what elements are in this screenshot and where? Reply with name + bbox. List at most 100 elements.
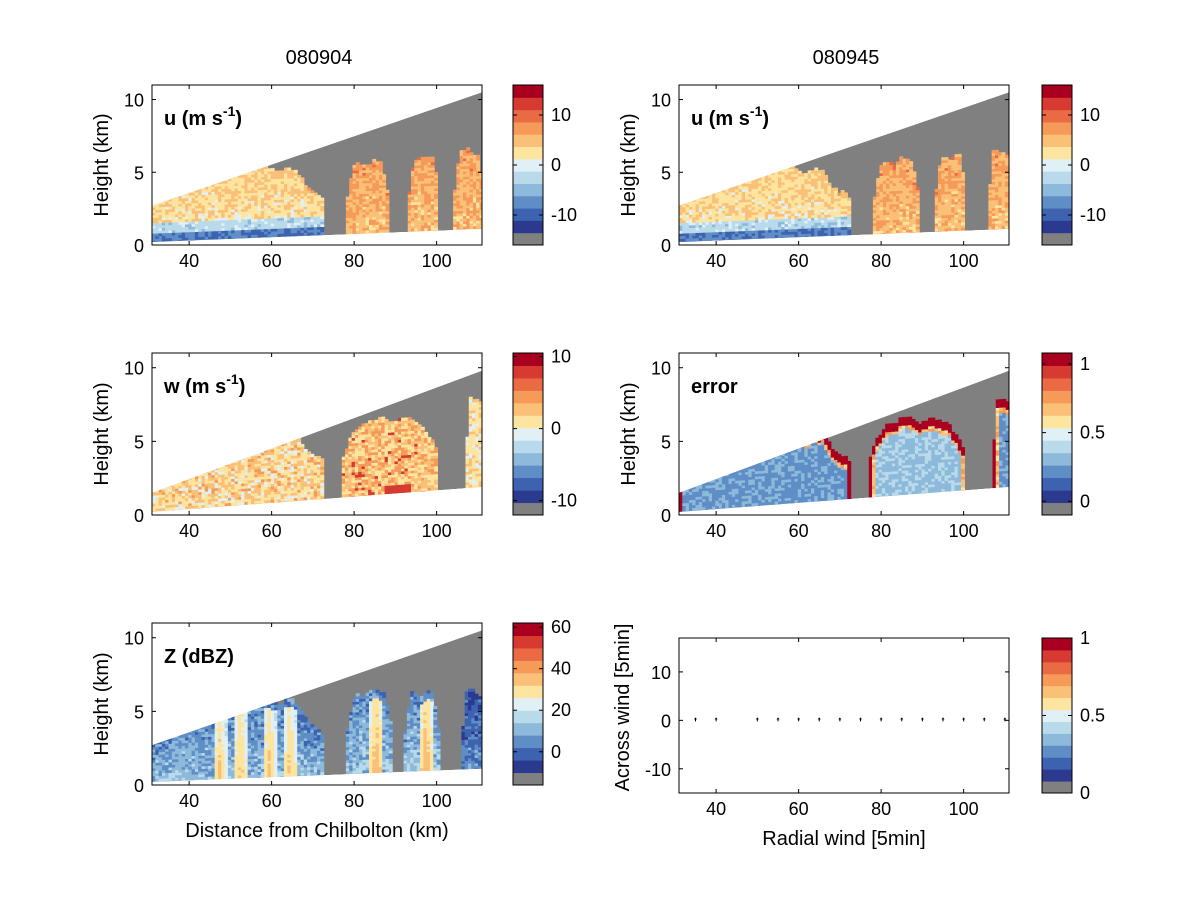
data-cell — [178, 482, 183, 486]
data-cell — [685, 198, 690, 202]
data-cell — [472, 175, 477, 179]
data-cell — [224, 204, 229, 208]
data-cell — [424, 193, 429, 197]
data-cell — [679, 233, 683, 237]
data-cell — [175, 440, 179, 444]
data-cell — [801, 181, 805, 185]
data-cell — [715, 202, 720, 206]
data-cell — [284, 206, 288, 211]
data-cell — [188, 197, 193, 201]
data-cell — [382, 226, 387, 230]
data-cell — [459, 197, 464, 201]
data-cell — [954, 209, 959, 213]
data-cell — [698, 200, 703, 205]
data-cell — [175, 450, 179, 455]
data-cell — [905, 226, 910, 230]
data-cell — [165, 456, 170, 461]
data-cell — [705, 171, 710, 175]
data-cell — [191, 194, 196, 198]
data-cell — [355, 167, 360, 171]
data-cell — [264, 181, 269, 185]
data-cell — [811, 217, 815, 221]
data-cell — [211, 501, 216, 505]
data-cell — [466, 155, 471, 159]
data-cell — [801, 175, 805, 180]
data-cell — [208, 432, 212, 436]
data-cell — [313, 216, 318, 220]
data-cell — [702, 177, 706, 181]
data-cell — [469, 155, 474, 159]
data-cell — [695, 221, 700, 226]
data-cell — [430, 193, 435, 197]
data-cell — [201, 168, 206, 172]
data-cell — [938, 165, 942, 169]
data-cell — [244, 184, 249, 189]
data-cell — [185, 187, 189, 191]
data-cell — [414, 207, 419, 211]
data-cell — [745, 217, 749, 221]
data-cell — [951, 185, 956, 189]
data-cell — [290, 201, 295, 205]
data-cell — [787, 186, 792, 191]
data-cell — [791, 223, 796, 227]
data-cell — [459, 202, 464, 206]
data-cell — [420, 227, 425, 231]
data-cell — [834, 206, 838, 210]
data-cell — [692, 188, 697, 192]
data-cell — [991, 205, 996, 209]
data-cell — [267, 202, 272, 206]
data-cell — [155, 227, 160, 231]
data-cell — [191, 231, 196, 235]
data-cell — [761, 201, 766, 205]
data-cell — [211, 453, 216, 457]
data-cell — [274, 212, 278, 216]
data-cell — [224, 222, 229, 226]
data-cell — [178, 232, 183, 236]
data-cell — [280, 212, 285, 216]
data-cell — [171, 443, 176, 447]
data-cell — [834, 192, 838, 197]
data-cell — [912, 210, 917, 214]
data-cell — [941, 217, 946, 221]
data-cell — [824, 224, 829, 228]
data-cell — [194, 186, 199, 191]
data-cell — [702, 216, 706, 220]
data-cell — [794, 184, 799, 188]
data-cell — [902, 221, 907, 225]
data-cell — [355, 172, 360, 176]
data-cell — [191, 221, 196, 225]
data-cell — [988, 189, 993, 193]
data-cell — [934, 222, 939, 227]
data-cell — [998, 217, 1003, 221]
data-cell — [679, 217, 683, 221]
data-cell — [951, 162, 956, 166]
data-cell — [771, 208, 776, 212]
data-cell — [902, 161, 907, 165]
data-cell — [872, 225, 877, 229]
data-cell — [244, 234, 249, 238]
data-cell — [375, 226, 380, 230]
data-cell — [915, 187, 920, 191]
data-cell — [407, 228, 412, 232]
data-cell — [738, 183, 743, 187]
data-cell — [909, 221, 914, 225]
data-cell — [791, 220, 796, 224]
data-cell — [204, 451, 209, 455]
data-cell — [1001, 212, 1006, 216]
data-cell — [463, 202, 467, 206]
data-cell — [886, 230, 890, 234]
data-cell — [181, 184, 186, 188]
data-cell — [352, 212, 357, 216]
data-cell — [307, 187, 311, 191]
data-cell — [211, 477, 216, 481]
data-cell — [912, 202, 917, 207]
data-cell — [840, 205, 845, 209]
data-cell — [427, 161, 432, 166]
data-cell — [161, 209, 166, 213]
data-cell — [882, 193, 887, 197]
colorbar-swatch — [513, 195, 543, 209]
data-cell — [290, 222, 295, 226]
data-cell — [991, 202, 996, 206]
data-cell — [175, 237, 179, 241]
data-cell — [175, 498, 179, 502]
